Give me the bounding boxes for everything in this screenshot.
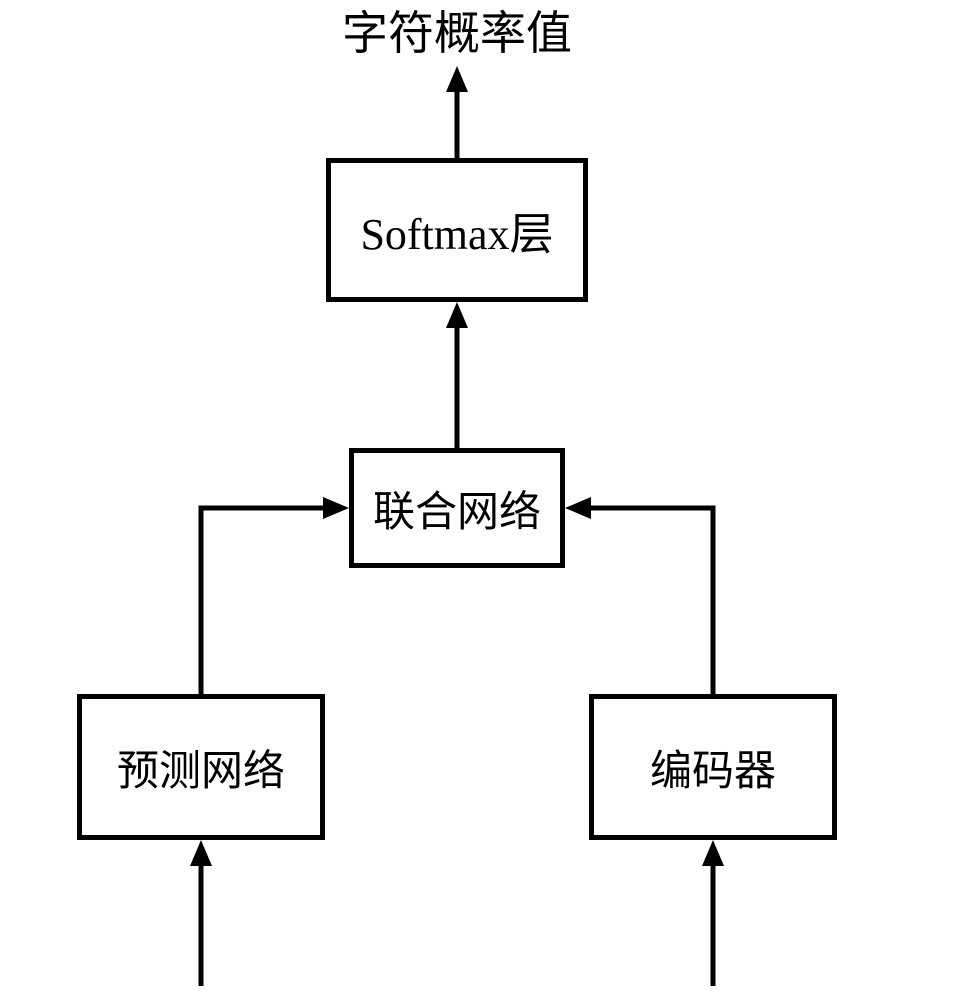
edge-arrow	[702, 840, 724, 986]
edge-arrow	[201, 497, 349, 694]
edge-arrow	[190, 840, 212, 986]
edge-arrow	[446, 302, 468, 448]
diagram-canvas: 字符概率值 Softmax层 联合网络 预测网络 编码器	[0, 0, 969, 1000]
edge-arrow	[446, 66, 468, 158]
edges-layer	[0, 0, 969, 1000]
edge-arrow	[565, 497, 713, 694]
